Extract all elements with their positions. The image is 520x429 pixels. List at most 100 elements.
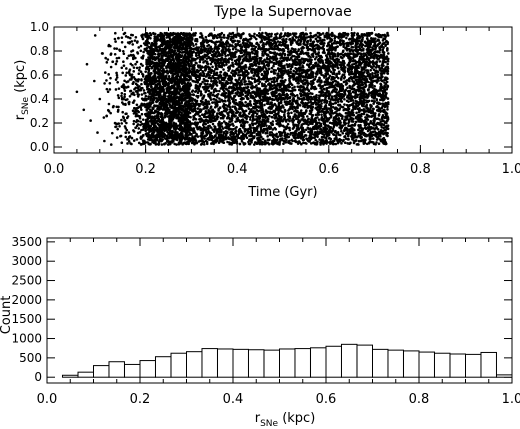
scatter-point (309, 112, 313, 116)
scatter-point (359, 139, 363, 143)
scatter-point (265, 75, 268, 79)
scatter-point (283, 71, 286, 75)
scatter-point (254, 64, 258, 67)
scatter-point (316, 68, 320, 72)
scatter-point (337, 70, 341, 73)
scatter-point (268, 86, 271, 90)
scatter-point (386, 52, 390, 55)
scatter-point (371, 74, 374, 77)
scatter-point (238, 142, 242, 146)
scatter-point (329, 57, 332, 60)
scatter-point (231, 69, 234, 73)
scatter-point (283, 44, 286, 48)
scatter-point (304, 37, 307, 41)
scatter-point (254, 37, 258, 41)
scatter-point (236, 111, 239, 114)
scatter-point (295, 128, 299, 131)
scatter-point (276, 32, 279, 35)
scatter-point (277, 101, 281, 105)
scatter-point (362, 54, 366, 58)
scatter-point (265, 48, 269, 52)
scatter-point (296, 96, 300, 100)
scatter-point (294, 79, 298, 83)
scatter-point (289, 92, 293, 96)
scatter-point (261, 84, 264, 88)
scatter-point (248, 118, 252, 121)
scatter-point (249, 36, 253, 40)
scatter-point (222, 68, 225, 71)
scatter-point (204, 130, 208, 134)
scatter-x-tick-label: 1.0 (502, 162, 520, 177)
scatter-point (252, 143, 256, 146)
scatter-point (373, 85, 376, 88)
scatter-point (227, 69, 230, 72)
scatter-point (202, 103, 205, 107)
scatter-point (261, 115, 265, 119)
scatter-point (296, 58, 299, 61)
scatter-point (190, 90, 194, 93)
scatter-point (193, 113, 197, 117)
scatter-point (349, 70, 353, 74)
scatter-point (205, 41, 209, 44)
scatter-point (334, 117, 338, 121)
scatter-point (192, 50, 195, 54)
scatter-point (303, 141, 307, 145)
scatter-point (292, 69, 296, 73)
scatter-point (231, 61, 234, 65)
scatter-point (260, 142, 264, 146)
scatter-point (262, 127, 266, 131)
scatter-point (356, 36, 359, 39)
scatter-point (284, 86, 288, 89)
scatter-point (376, 77, 379, 81)
scatter-point (193, 66, 196, 70)
scatter-point (296, 55, 300, 59)
scatter-point (345, 32, 349, 36)
scatter-point (254, 102, 257, 105)
scatter-point (247, 112, 251, 115)
scatter-point (190, 70, 193, 73)
scatter-point (360, 108, 363, 112)
scatter-point (235, 142, 239, 145)
scatter-point (287, 89, 291, 92)
scatter-point (382, 37, 385, 40)
scatter-point (368, 138, 371, 141)
scatter-point (228, 120, 232, 123)
scatter-point (374, 66, 378, 69)
scatter-point (335, 72, 339, 76)
scatter-point (257, 47, 260, 51)
scatter-point (288, 63, 291, 66)
scatter-point (263, 70, 266, 73)
scatter-point (197, 69, 200, 73)
scatter-point (75, 90, 79, 94)
scatter-point (246, 97, 249, 101)
scatter-point (231, 63, 235, 67)
scatter-point (345, 112, 349, 115)
scatter-point (121, 110, 124, 114)
scatter-point (360, 136, 364, 139)
scatter-point (305, 119, 309, 123)
scatter-point (228, 66, 232, 70)
scatter-point (375, 81, 379, 84)
scatter-point (89, 119, 92, 122)
scatter-point (381, 79, 384, 83)
scatter-point (284, 119, 288, 123)
scatter-y-tick-label: 0.4 (30, 92, 49, 106)
scatter-point (103, 71, 107, 74)
scatter-point (375, 122, 379, 126)
scatter-point (218, 100, 221, 103)
scatter-point (351, 46, 355, 49)
scatter-point (284, 78, 287, 82)
scatter-point (337, 76, 340, 80)
scatter-point (237, 132, 241, 135)
scatter-point (211, 55, 215, 59)
scatter-point (246, 39, 250, 43)
scatter-point (338, 72, 341, 75)
scatter-point (203, 50, 207, 53)
scatter-point (145, 85, 149, 89)
scatter-point (260, 101, 264, 105)
scatter-point (285, 37, 288, 41)
scatter-point (196, 107, 200, 110)
scatter-point (147, 97, 150, 100)
scatter-point (195, 51, 199, 55)
scatter-point (347, 100, 350, 103)
